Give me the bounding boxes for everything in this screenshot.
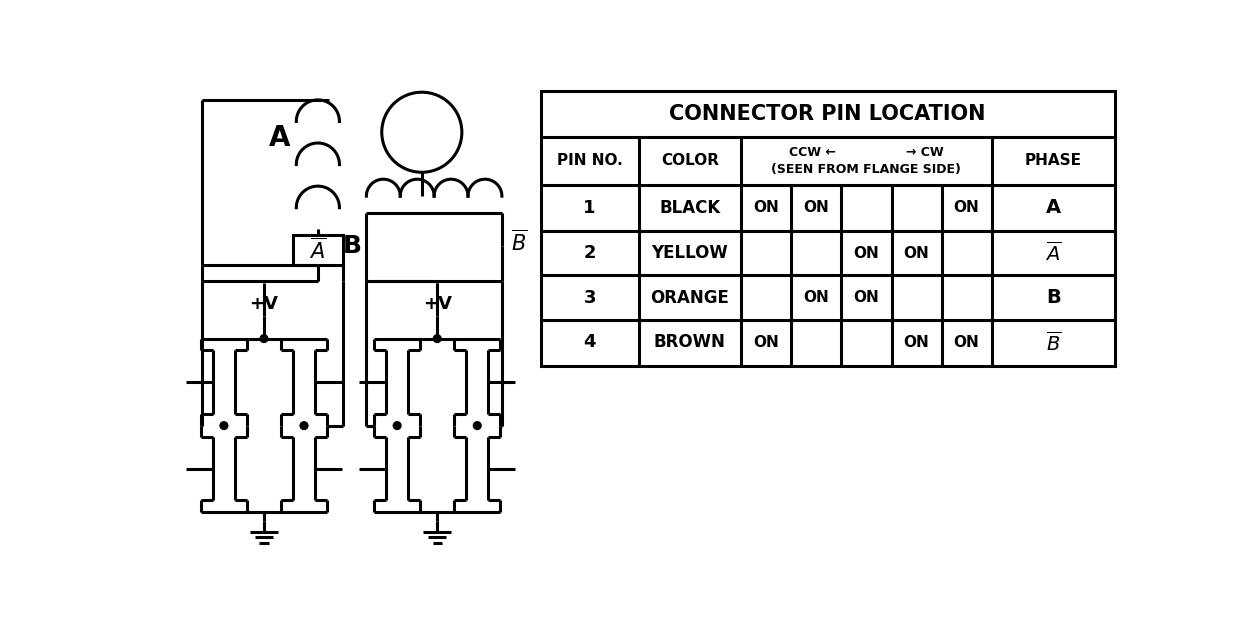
Text: ON: ON bbox=[753, 335, 779, 350]
Text: ON: ON bbox=[803, 291, 830, 305]
Circle shape bbox=[473, 422, 481, 429]
Text: $\overline{A}$: $\overline{A}$ bbox=[309, 237, 326, 263]
Bar bbox=[294, 236, 344, 265]
Text: $\overline{A}$: $\overline{A}$ bbox=[1045, 241, 1062, 265]
Text: B: B bbox=[1045, 288, 1060, 307]
Text: ON: ON bbox=[853, 246, 878, 260]
Text: CONNECTOR PIN LOCATION: CONNECTOR PIN LOCATION bbox=[669, 104, 986, 124]
Circle shape bbox=[220, 422, 227, 429]
Text: BROWN: BROWN bbox=[654, 333, 725, 351]
Text: ORANGE: ORANGE bbox=[650, 289, 729, 307]
Text: A: A bbox=[1045, 198, 1060, 217]
Text: ON: ON bbox=[853, 291, 878, 305]
Text: YELLOW: YELLOW bbox=[651, 244, 728, 262]
Circle shape bbox=[260, 335, 267, 342]
Text: 3: 3 bbox=[584, 289, 596, 307]
Text: CCW ←                → CW: CCW ← → CW bbox=[789, 146, 944, 159]
Text: $\overline{B}$: $\overline{B}$ bbox=[511, 230, 527, 255]
Text: (SEEN FROM FLANGE SIDE): (SEEN FROM FLANGE SIDE) bbox=[771, 163, 961, 176]
Text: ON: ON bbox=[803, 200, 830, 215]
Text: +V: +V bbox=[250, 295, 279, 313]
Text: BLACK: BLACK bbox=[659, 198, 720, 217]
Text: ON: ON bbox=[904, 335, 929, 350]
Bar bbox=[541, 91, 1114, 365]
Text: PIN NO.: PIN NO. bbox=[557, 153, 622, 168]
Text: +V: +V bbox=[423, 295, 452, 313]
Circle shape bbox=[433, 335, 441, 342]
Text: ON: ON bbox=[954, 200, 979, 215]
Text: $\overline{B}$: $\overline{B}$ bbox=[1045, 331, 1060, 355]
Text: 2: 2 bbox=[584, 244, 596, 262]
Circle shape bbox=[300, 422, 307, 429]
Text: 4: 4 bbox=[584, 333, 596, 351]
Text: B: B bbox=[343, 234, 361, 258]
Text: ON: ON bbox=[954, 335, 979, 350]
Text: ON: ON bbox=[904, 246, 929, 260]
Circle shape bbox=[393, 422, 402, 429]
Text: PHASE: PHASE bbox=[1025, 153, 1082, 168]
Text: COLOR: COLOR bbox=[661, 153, 719, 168]
Text: ON: ON bbox=[753, 200, 779, 215]
Text: 1: 1 bbox=[584, 198, 596, 217]
Text: A: A bbox=[269, 124, 290, 152]
